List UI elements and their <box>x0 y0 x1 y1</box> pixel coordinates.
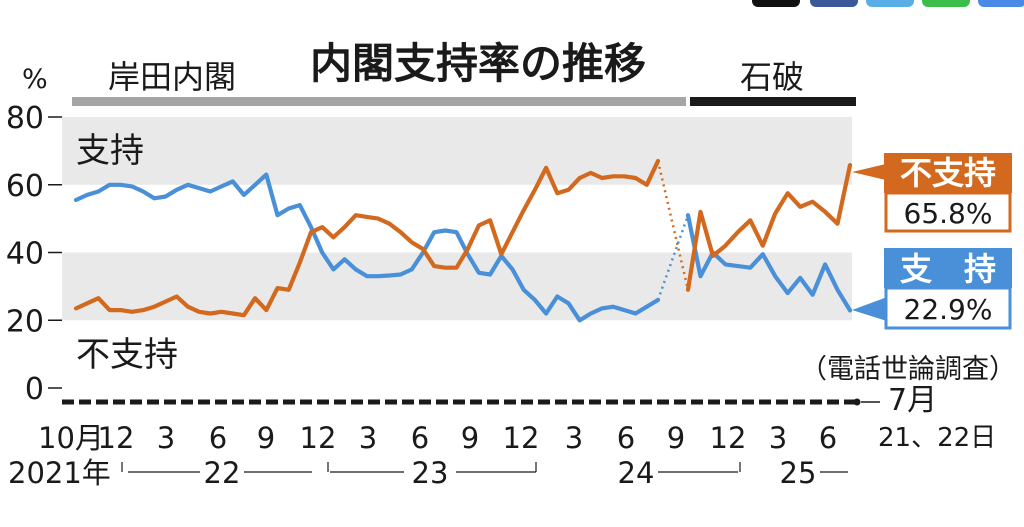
survey-note: （電話世論調査） <box>800 354 1016 385</box>
y-axis-unit: % <box>22 64 48 95</box>
x-year-label-1: 22 <box>204 456 241 490</box>
x-month-label-12: 9 <box>667 421 685 455</box>
series-line-0-kishida <box>73 172 661 323</box>
disapproval-value-box <box>884 191 1012 233</box>
share-button-twitter[interactable] <box>866 0 914 7</box>
disapproval-inline-label: 不支持 <box>76 335 178 375</box>
x-month-label-3: 6 <box>209 421 227 455</box>
x-month-label-2: 3 <box>157 421 175 455</box>
share-button-x[interactable] <box>752 0 800 7</box>
y-tick-label-1: 60 <box>6 169 44 204</box>
y-axis-ticks: 80 60 40 20 0 <box>6 101 62 407</box>
share-button-mail[interactable] <box>978 0 1024 7</box>
chart-title: 内閣支持率の推移 <box>310 39 646 88</box>
chart-series <box>73 158 853 323</box>
share-button-facebook[interactable] <box>810 0 858 7</box>
disapproval-end-callout: 不支持 65.8% <box>852 153 1012 233</box>
x-month-label-7: 6 <box>411 421 429 455</box>
x-month-label-1: 12 <box>98 421 135 455</box>
x-year-label-0: 2021年 <box>8 456 111 490</box>
series-line-1-kishida <box>73 158 661 318</box>
x-month-label-13: 12 <box>710 421 747 455</box>
support-value-box <box>884 286 1012 330</box>
x-month-label-11: 6 <box>617 421 635 455</box>
x-month-label-4: 9 <box>257 421 275 455</box>
end-date-days: 21、22日 <box>878 423 996 453</box>
x-month-label-6: 3 <box>359 421 377 455</box>
x-month-label-14: 3 <box>769 421 787 455</box>
disapproval-callout-pointer <box>852 163 890 181</box>
cabinet-label-1: 石破 <box>740 58 804 96</box>
support-callout-pointer <box>852 296 890 322</box>
cabinet-bar-1 <box>690 97 856 106</box>
x-month-label-8: 9 <box>461 421 479 455</box>
gray-band-1 <box>62 117 852 185</box>
support-inline-label: 支持 <box>76 131 144 171</box>
cabinet-label-0: 岸田内閣 <box>108 58 236 96</box>
gray-band-0 <box>62 252 852 321</box>
end-date-month: 7月 <box>888 383 937 418</box>
support-end-value: 22.9% <box>904 293 993 326</box>
y-tick-label-0: 80 <box>6 101 44 136</box>
share-button-line[interactable] <box>922 0 970 7</box>
x-year-label-3: 24 <box>618 456 655 490</box>
series-connector-1 <box>656 160 690 291</box>
x-year-label-4: 25 <box>780 456 817 490</box>
x-month-label-15: 6 <box>819 421 837 455</box>
cabinet-bars: 岸田内閣 石破 <box>72 58 856 106</box>
cabinet-bar-0 <box>72 97 686 106</box>
x-month-label-0: 10月 <box>38 421 104 455</box>
y-tick-label-2: 40 <box>6 237 44 272</box>
disapproval-end-value: 65.8% <box>904 197 993 230</box>
disapproval-end-label: 不支持 <box>900 154 996 192</box>
support-end-callout: 支 持 22.9% <box>852 248 1012 330</box>
y-tick-label-3: 20 <box>6 304 44 339</box>
x-month-label-10: 3 <box>565 421 583 455</box>
x-axis-end-dot <box>853 398 861 406</box>
x-month-label-5: 12 <box>300 421 337 455</box>
y-tick-label-4: 0 <box>25 372 44 407</box>
support-label-box <box>884 248 1012 288</box>
x-year-label-2: 23 <box>412 456 449 490</box>
x-axis-baseline <box>62 398 880 406</box>
disapproval-label-box <box>884 153 1012 193</box>
x-month-label-9: 12 <box>503 421 540 455</box>
series-line-1-ishiba <box>685 163 853 292</box>
support-end-label: 支 持 <box>900 250 996 288</box>
chart-bands <box>62 117 852 321</box>
